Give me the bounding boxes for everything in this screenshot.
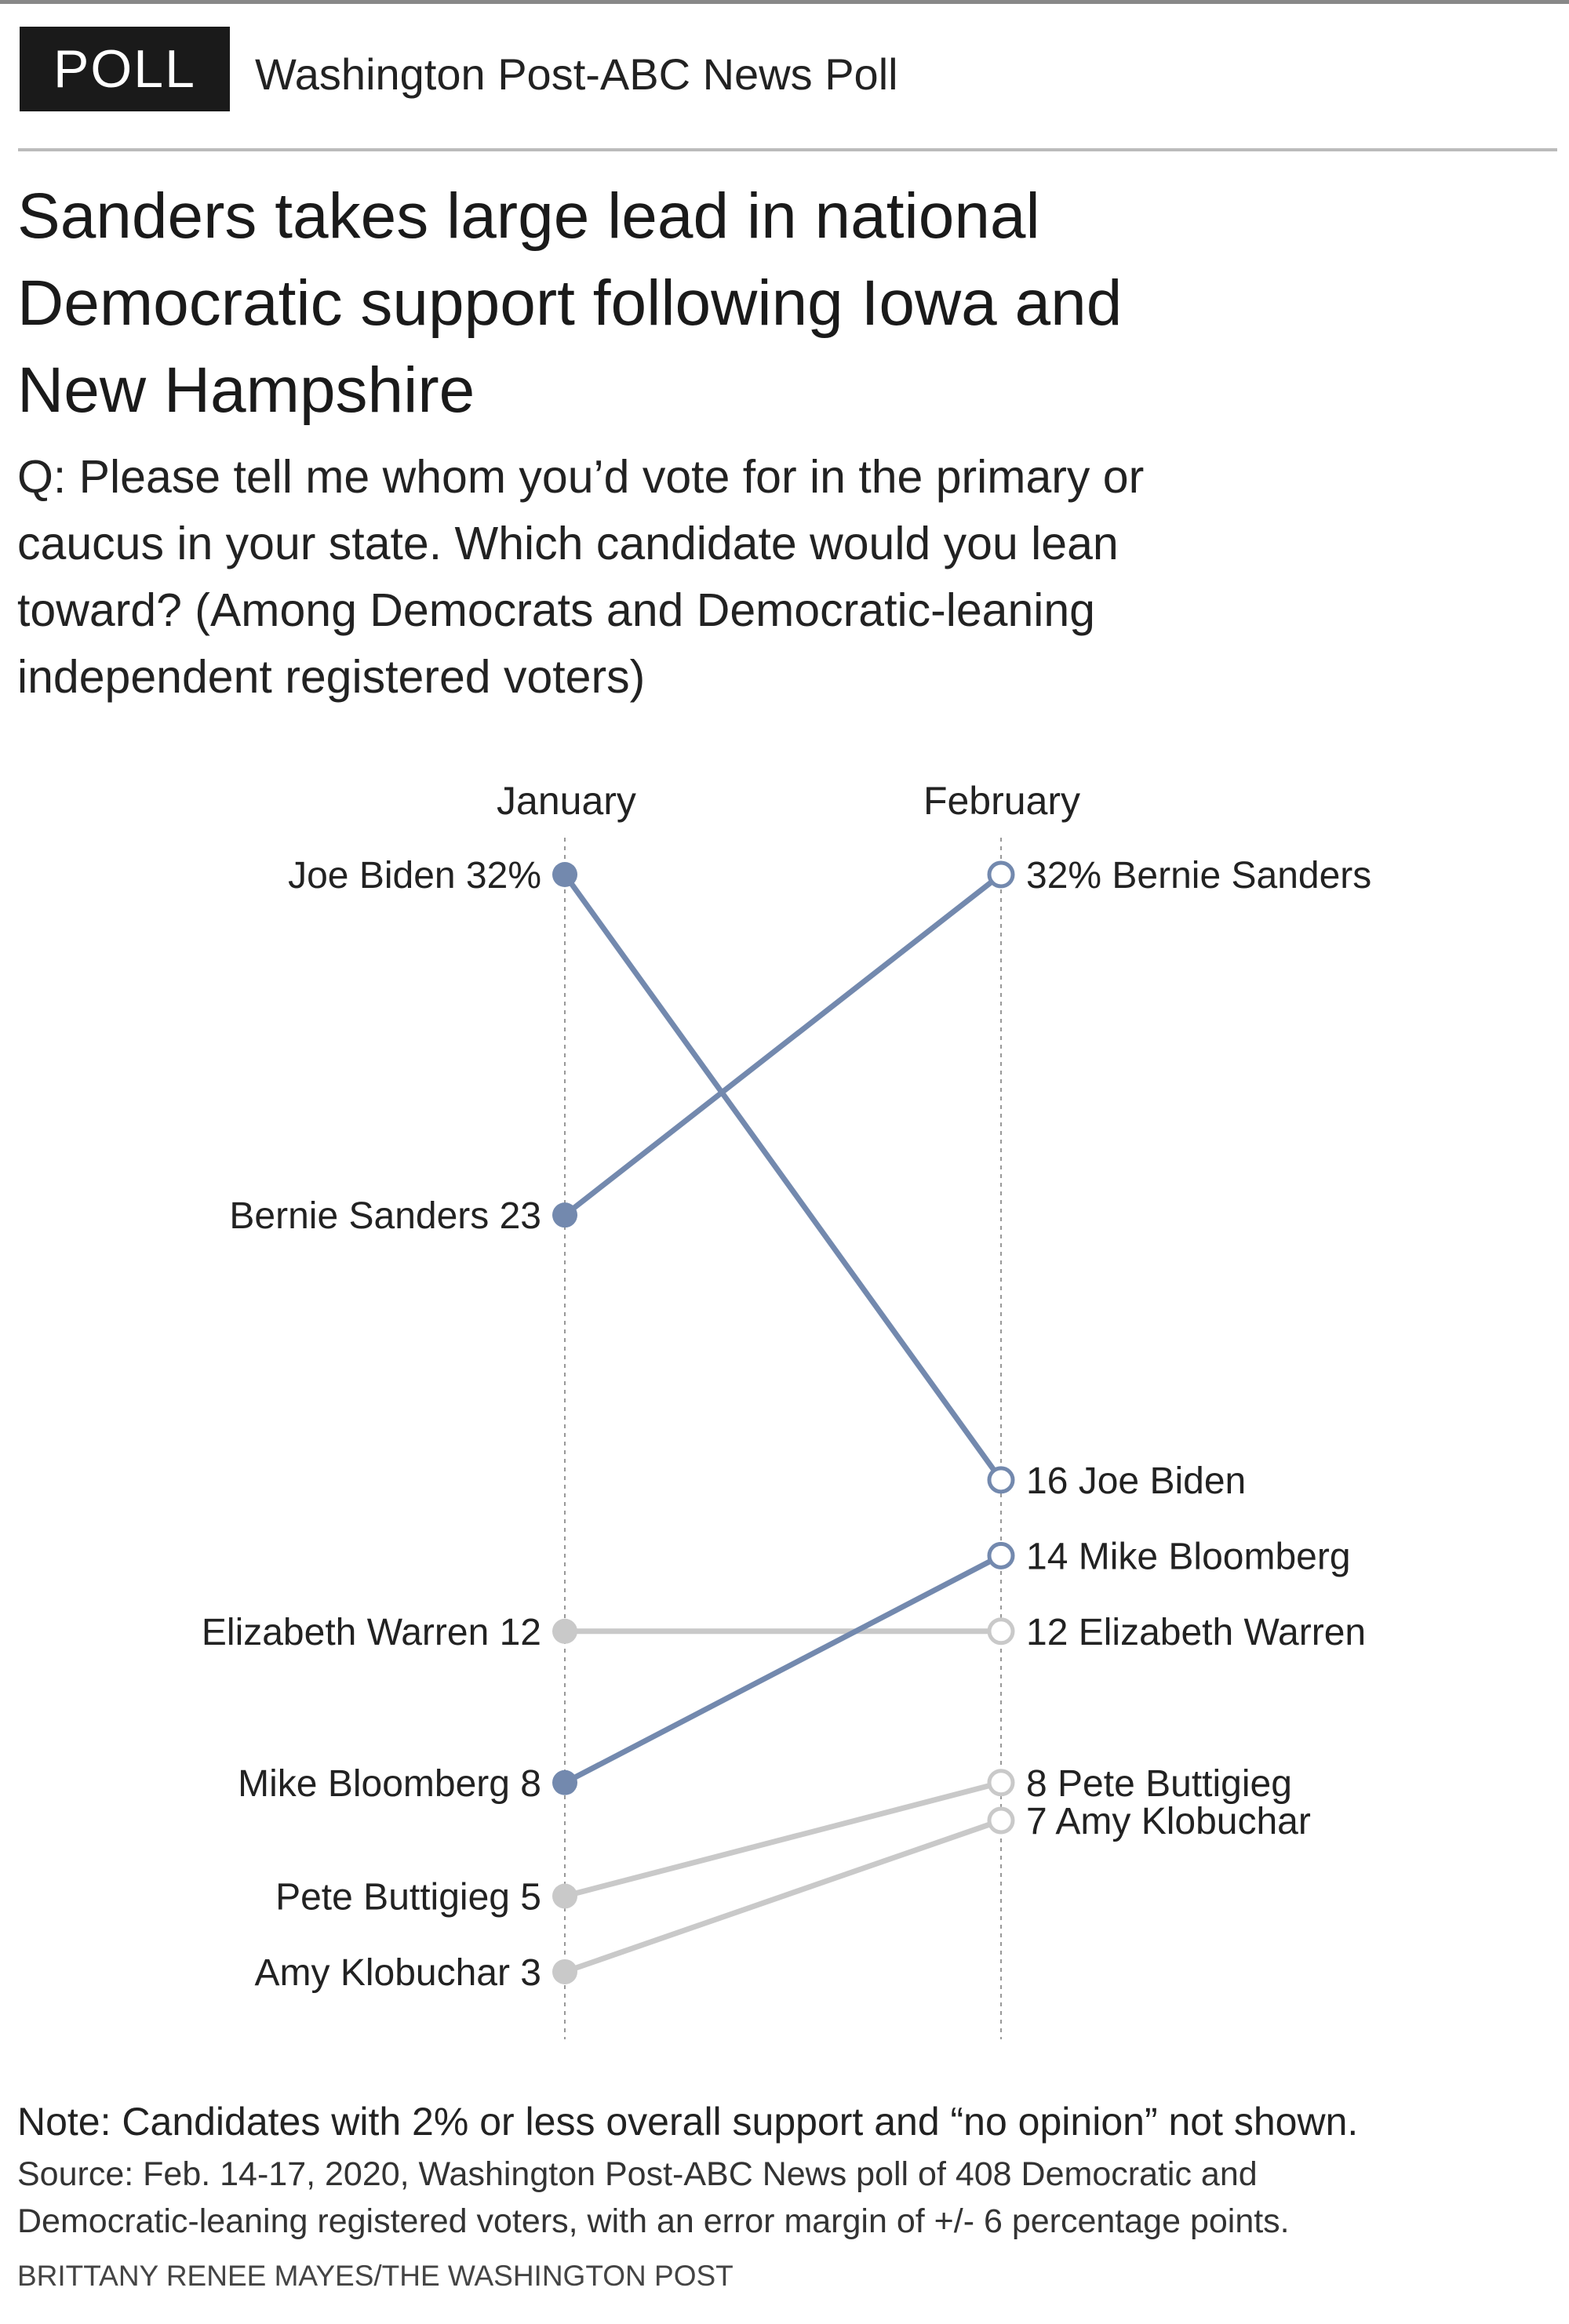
source-line: Democratic-leaning registered voters, wi… <box>17 2202 1290 2240</box>
question-line: toward? (Among Democrats and Democratic-… <box>17 584 1095 636</box>
january-label: Joe Biden 32% <box>288 855 541 897</box>
february-point <box>987 1769 1015 1797</box>
january-point <box>552 1958 577 1984</box>
february-label: 16 Joe Biden <box>1026 1460 1246 1502</box>
axis-label-january: January <box>497 779 636 823</box>
february-point <box>987 1466 1015 1494</box>
series-line <box>562 871 1004 1483</box>
january-label: Elizabeth Warren 12 <box>202 1612 541 1653</box>
chart-note: Note: Candidates with 2% or less overall… <box>17 2100 1359 2144</box>
january-label: Mike Bloomberg 8 <box>238 1763 541 1805</box>
question-line: independent registered voters) <box>17 651 646 703</box>
series-line <box>562 1780 1004 1899</box>
series-line <box>562 1552 1004 1786</box>
title-line: Democratic support following Iowa and <box>17 267 1123 339</box>
february-label: 12 Elizabeth Warren <box>1026 1612 1366 1653</box>
question-line: caucus in your state. Which candidate wo… <box>17 518 1119 569</box>
question-line: Q: Please tell me whom you’d vote for in… <box>17 451 1145 503</box>
february-point <box>987 1617 1015 1646</box>
chart-title: Sanders takes large lead in national Dem… <box>17 173 1122 434</box>
series-line <box>562 1817 1004 1975</box>
february-label: 32% Bernie Sanders <box>1026 855 1371 897</box>
chart-credit: BRITTANY RENEE MAYES/THE WASHINGTON POST <box>17 2260 734 2292</box>
january-point <box>552 1618 577 1644</box>
slope-chart: January February Joe Biden 32% 16 Joe Bid… <box>202 779 1371 2039</box>
february-label: 14 Mike Bloomberg <box>1026 1536 1351 1577</box>
poll-source-label: Washington Post-ABC News Poll <box>255 49 898 99</box>
february-point <box>987 860 1015 889</box>
february-label: 7 Amy Klobuchar <box>1026 1801 1311 1842</box>
january-point <box>552 862 577 887</box>
survey-question: Q: Please tell me whom you’d vote for in… <box>17 444 1144 711</box>
january-label: Amy Klobuchar 3 <box>254 1952 541 1994</box>
axis-label-february: February <box>923 779 1080 823</box>
series-line <box>562 871 1004 1218</box>
january-point <box>552 1883 577 1909</box>
chart-source: Source: Feb. 14-17, 2020, Washington Pos… <box>17 2151 1290 2245</box>
january-label: Bernie Sanders 23 <box>229 1195 541 1237</box>
february-label: 8 Pete Buttigieg <box>1026 1763 1292 1805</box>
january-point <box>552 1202 577 1228</box>
title-line: Sanders takes large lead in national <box>17 180 1040 252</box>
top-border <box>0 0 1569 4</box>
header-divider <box>18 148 1557 151</box>
january-label: Pete Buttigieg 5 <box>275 1876 541 1918</box>
title-line: New Hampshire <box>17 355 475 426</box>
poll-badge: POLL <box>20 27 230 111</box>
january-point <box>552 1769 577 1795</box>
february-point <box>987 1541 1015 1569</box>
february-point <box>987 1806 1015 1835</box>
source-line: Source: Feb. 14-17, 2020, Washington Pos… <box>17 2155 1258 2193</box>
